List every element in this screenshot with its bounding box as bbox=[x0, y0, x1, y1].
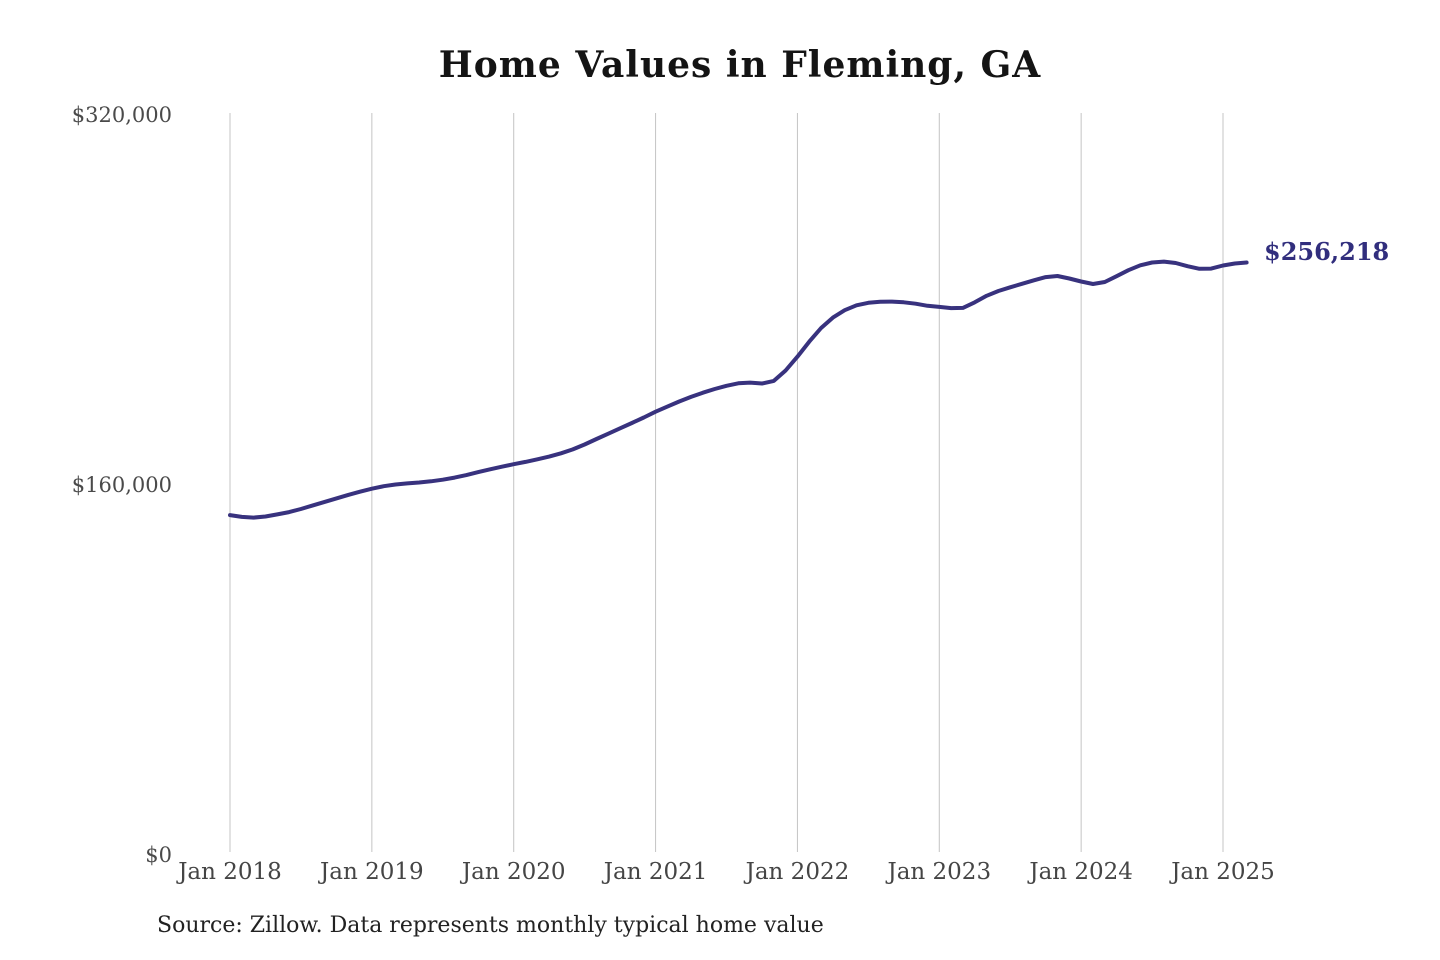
x-tick-label: Jan 2023 bbox=[887, 859, 992, 885]
y-tick-label: $0 bbox=[145, 843, 172, 867]
x-tick-label: Jan 2020 bbox=[461, 859, 566, 885]
x-tick-label: Jan 2021 bbox=[603, 859, 708, 885]
x-tick-label: Jan 2025 bbox=[1171, 859, 1275, 885]
source-note: Source: Zillow. Data represents monthly … bbox=[157, 913, 824, 938]
x-tick-label: Jan 2019 bbox=[320, 859, 424, 885]
home-value-line bbox=[228, 259, 1249, 520]
x-tick-label: Jan 2024 bbox=[1029, 859, 1133, 885]
x-tick-label: Jan 2022 bbox=[745, 859, 850, 885]
vertical-gridlines bbox=[229, 113, 1224, 852]
y-tick-label: $320,000 bbox=[71, 103, 172, 127]
y-tick-label: $160,000 bbox=[71, 473, 172, 497]
chart-title: Home Values in Fleming, GA bbox=[438, 44, 1042, 86]
last-value-label: $256,218 bbox=[1264, 237, 1390, 266]
x-tick-label: Jan 2018 bbox=[178, 859, 282, 885]
